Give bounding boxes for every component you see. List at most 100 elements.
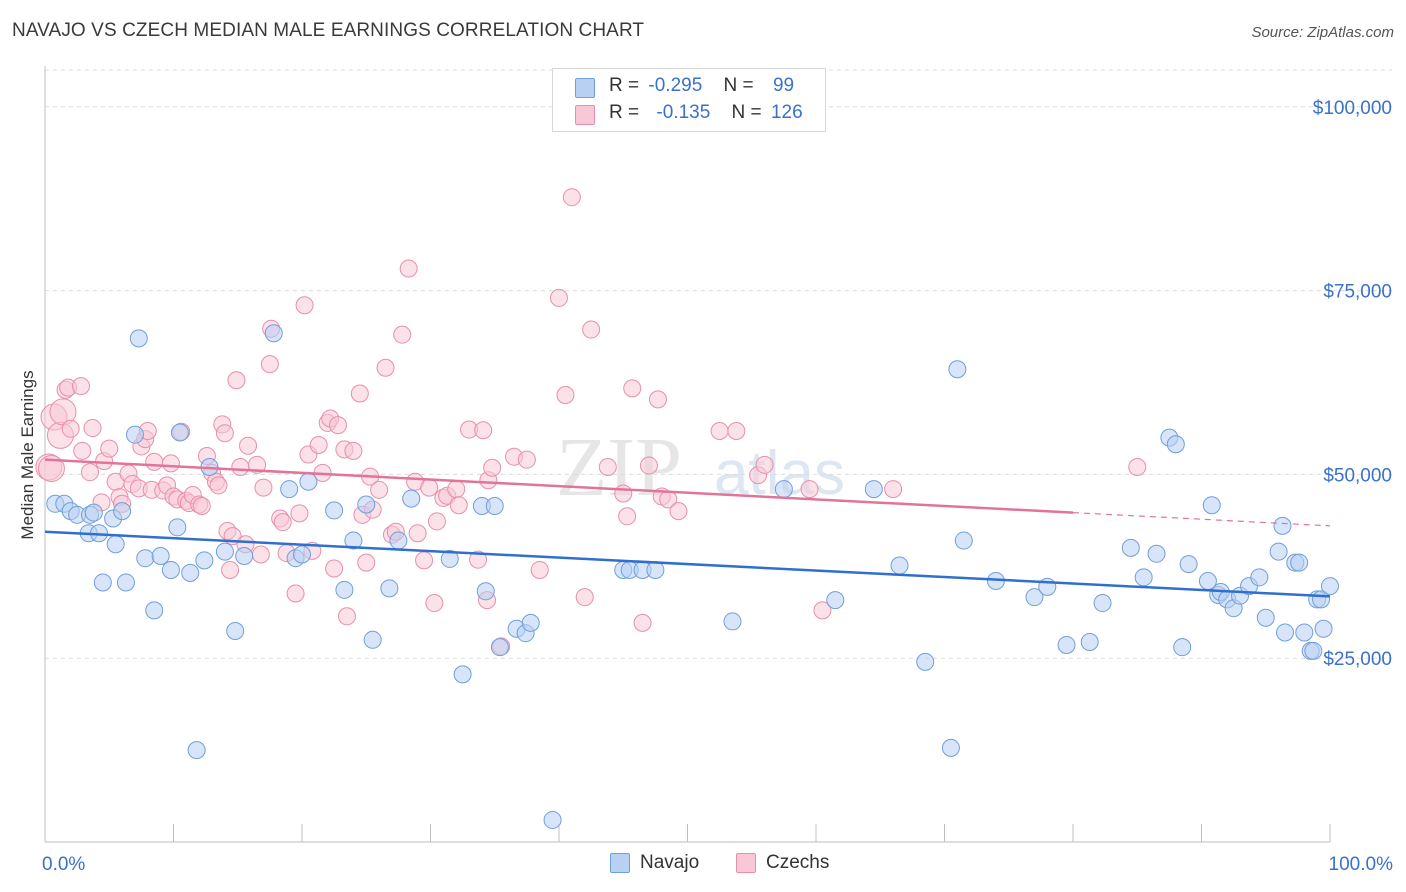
navajo-point [521, 613, 540, 632]
czechs-point [227, 371, 246, 390]
czechs-point [295, 296, 314, 315]
navajo-point [125, 425, 144, 444]
navajo-point [380, 579, 399, 598]
navajo-point [1179, 555, 1198, 574]
navajo-point [1057, 635, 1076, 654]
czechs-point [83, 419, 102, 438]
legend-n-value-navajo: 99 [772, 75, 795, 96]
navajo-point [389, 531, 408, 550]
navajo-point [1147, 544, 1166, 563]
navajo-point [116, 573, 135, 592]
czechs-point [248, 455, 267, 474]
czechs-point [550, 288, 568, 307]
czechs-point [37, 454, 65, 482]
navajo-point [723, 612, 742, 631]
czechs-point [614, 484, 633, 503]
czechs-point [469, 550, 488, 569]
y-tick-label: $75,000 [1323, 282, 1392, 303]
legend-swatch-czechs [575, 105, 595, 125]
navajo-point [1173, 638, 1192, 657]
legend-label-navajo: Navajo [640, 852, 700, 873]
czechs-point [399, 259, 418, 278]
navajo-point [136, 549, 155, 568]
czechs-point [376, 358, 395, 377]
navajo-point [187, 741, 206, 760]
czechs-point [648, 390, 667, 409]
navajo-point [453, 665, 472, 684]
legend-n-value-czechs: 126 [770, 102, 803, 123]
czechs-point [161, 454, 180, 473]
y-tick-labels: $25,000 $50,000 $75,000 $100,000 [1313, 98, 1392, 670]
czechs-point [755, 455, 774, 474]
navajo-point [151, 546, 170, 565]
navajo-point [1121, 538, 1140, 557]
navajo-point [1290, 553, 1309, 572]
czechs-point [309, 435, 328, 454]
navajo-point [490, 638, 509, 657]
series-navajo [46, 324, 1339, 829]
navajo-point [543, 810, 562, 829]
czechs-point [425, 594, 444, 613]
navajo-point [485, 496, 504, 515]
czechs-point [427, 512, 446, 531]
navajo-point [106, 535, 125, 554]
navajo-point [1276, 623, 1295, 642]
y-axis-label: Median Male Earnings [18, 370, 37, 539]
navajo-point [1166, 435, 1185, 454]
x-tick-label-end: 100.0% [1329, 854, 1394, 875]
czechs-point [813, 601, 832, 620]
legend-label-czechs: Czechs [766, 852, 830, 873]
navajo-point [93, 573, 112, 592]
czechs-point [483, 458, 502, 477]
legend-r-label: R = [609, 102, 640, 123]
czechs-point [344, 441, 363, 460]
czechs-point [370, 480, 389, 499]
legend-r-label: R = [609, 75, 640, 96]
navajo-point [948, 360, 967, 379]
legend-n-label: N = [731, 102, 762, 123]
czechs-point [420, 478, 439, 497]
navajo-point [916, 652, 935, 671]
y-tick-label: $50,000 [1323, 465, 1392, 486]
navajo-point [402, 489, 421, 508]
czechs-point [710, 422, 729, 441]
navajo-point [226, 621, 245, 640]
navajo-point [325, 501, 344, 520]
czechs-point [328, 416, 347, 435]
czechs-point [80, 463, 99, 482]
czechs-point [290, 504, 309, 523]
czechs-point [215, 424, 234, 443]
legend-r-value-czechs: -0.135 [656, 102, 711, 123]
czechs-point [260, 355, 279, 374]
navajo-point [299, 472, 318, 491]
axes [44, 66, 1331, 843]
y-tick-label: $100,000 [1313, 98, 1392, 119]
navajo-point [280, 480, 299, 499]
czechs-trend-extension [1072, 512, 1331, 527]
navajo-point [113, 502, 132, 521]
czechs-point [530, 560, 549, 579]
czechs-point [618, 507, 637, 526]
source-label: Source: ZipAtlas.com [1251, 24, 1394, 41]
navajo-point [1080, 633, 1099, 652]
navajo-point [941, 738, 960, 757]
czechs-point [474, 421, 493, 440]
navajo-point [774, 480, 793, 499]
czechs-point [393, 325, 412, 344]
czechs-point [447, 480, 466, 499]
navajo-point [168, 518, 187, 537]
czechs-point [350, 384, 369, 403]
navajo-point [1256, 608, 1275, 627]
y-tick-label: $25,000 [1323, 649, 1392, 670]
czechs-point [582, 320, 601, 339]
navajo-point [826, 591, 845, 610]
czechs-point [575, 588, 594, 607]
czechs-point [556, 385, 575, 404]
navajo-point [335, 580, 354, 599]
czechs-point [231, 458, 250, 477]
navajo-point [215, 542, 234, 561]
navajo-point [264, 324, 283, 343]
correlation-legend: R = -0.295 N = 99 R = -0.135 N = 126 [552, 68, 826, 132]
navajo-point [1202, 496, 1221, 515]
